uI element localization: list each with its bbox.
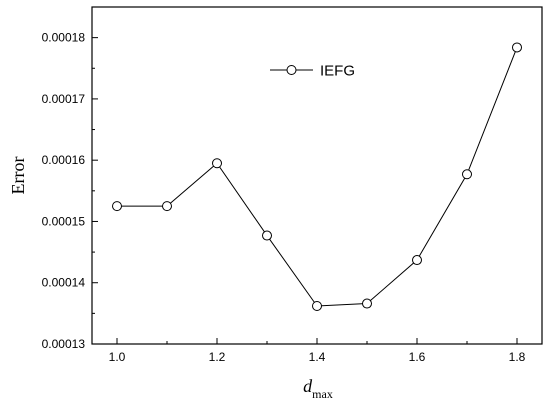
data-point (312, 301, 322, 312)
x-tick-label: 1.8 (509, 350, 526, 364)
data-point (262, 230, 272, 241)
y-tick-label: 0.00018 (42, 31, 86, 45)
x-axis-label: dmax (303, 376, 333, 401)
data-point (162, 201, 172, 212)
data-point (412, 255, 422, 266)
legend: IEFG (270, 63, 355, 80)
plot-area-frame (91, 6, 543, 345)
y-tick-label: 0.00014 (42, 276, 86, 290)
data-point (112, 201, 122, 212)
x-axis-label-main: d (303, 376, 313, 396)
legend-marker (286, 65, 297, 75)
x-tick-label: 1.2 (209, 350, 226, 364)
y-axis: 0.00013 0.00014 0.00015 0.00016 0.00017 0.000… (42, 31, 98, 351)
x-axis-label-subscript: max (312, 387, 333, 401)
x-tick-label: 1.0 (109, 350, 126, 364)
x-tick-label: 1.6 (409, 350, 426, 364)
x-axis: 1.0 1.2 1.4 1.6 1.8 (109, 338, 526, 364)
y-tick-label: 0.00017 (42, 92, 86, 106)
data-point (512, 42, 522, 53)
y-axis-label: Error (8, 157, 28, 195)
data-point (362, 298, 372, 309)
series-line-iefg (117, 47, 518, 307)
data-point (462, 169, 472, 180)
series-layer (112, 42, 522, 312)
x-tick-label: 1.4 (309, 350, 326, 364)
y-tick-label: 0.00013 (42, 337, 86, 351)
y-tick-label: 0.00016 (42, 153, 86, 167)
y-tick-label: 0.00015 (42, 214, 86, 228)
legend-label-iefg: IEFG (320, 63, 355, 80)
data-point (212, 158, 222, 169)
